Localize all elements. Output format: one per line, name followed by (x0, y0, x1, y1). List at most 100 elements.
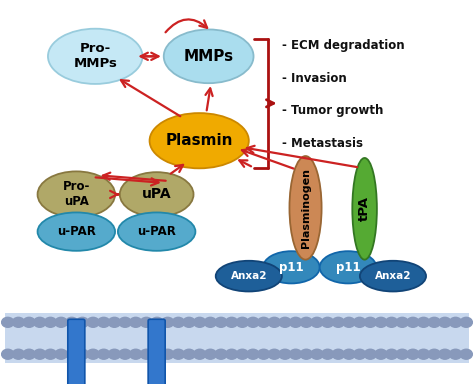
Text: Anxa2: Anxa2 (375, 271, 411, 281)
Circle shape (87, 317, 99, 327)
Ellipse shape (216, 261, 282, 291)
Circle shape (300, 349, 312, 359)
Circle shape (151, 317, 163, 327)
Circle shape (460, 317, 473, 327)
Text: u-PAR: u-PAR (57, 225, 96, 238)
Ellipse shape (319, 251, 376, 283)
Circle shape (87, 349, 99, 359)
Circle shape (162, 317, 174, 327)
Circle shape (268, 317, 281, 327)
Circle shape (247, 317, 259, 327)
Circle shape (300, 317, 312, 327)
Circle shape (108, 317, 120, 327)
Circle shape (418, 317, 430, 327)
Text: p11: p11 (279, 261, 304, 274)
FancyBboxPatch shape (148, 319, 165, 385)
Ellipse shape (290, 156, 321, 259)
Circle shape (375, 317, 387, 327)
Circle shape (34, 349, 46, 359)
Text: Pro-
MMPs: Pro- MMPs (73, 42, 117, 70)
Text: - Tumor growth: - Tumor growth (282, 104, 383, 117)
Circle shape (1, 349, 14, 359)
Circle shape (34, 317, 46, 327)
Text: Plasmin: Plasmin (165, 133, 233, 148)
Circle shape (44, 349, 56, 359)
Ellipse shape (48, 29, 143, 84)
Circle shape (257, 349, 270, 359)
Circle shape (439, 317, 451, 327)
Circle shape (193, 349, 206, 359)
Circle shape (354, 317, 366, 327)
Text: - ECM degradation: - ECM degradation (282, 39, 404, 52)
Circle shape (418, 349, 430, 359)
Text: u-PAR: u-PAR (137, 225, 176, 238)
Circle shape (396, 349, 409, 359)
Ellipse shape (150, 113, 249, 168)
Circle shape (183, 317, 195, 327)
Circle shape (364, 317, 376, 327)
Circle shape (44, 317, 56, 327)
Circle shape (247, 349, 259, 359)
Circle shape (321, 349, 334, 359)
Circle shape (332, 349, 345, 359)
Circle shape (98, 317, 110, 327)
Circle shape (183, 349, 195, 359)
Circle shape (215, 317, 227, 327)
Ellipse shape (164, 30, 254, 83)
Text: - Metastasis: - Metastasis (282, 137, 363, 150)
Circle shape (290, 317, 302, 327)
Circle shape (1, 317, 14, 327)
Text: Anxa2: Anxa2 (230, 271, 267, 281)
Circle shape (428, 349, 440, 359)
Circle shape (129, 317, 142, 327)
Circle shape (193, 317, 206, 327)
Circle shape (460, 349, 473, 359)
Ellipse shape (120, 172, 193, 217)
Text: - Invasion: - Invasion (282, 72, 346, 85)
Circle shape (12, 317, 25, 327)
Circle shape (172, 349, 184, 359)
Circle shape (119, 349, 131, 359)
Circle shape (151, 349, 163, 359)
Circle shape (290, 349, 302, 359)
Bar (5, 313, 469, 363)
Circle shape (204, 317, 217, 327)
Circle shape (119, 317, 131, 327)
Circle shape (65, 317, 78, 327)
Circle shape (311, 317, 323, 327)
Ellipse shape (352, 158, 377, 259)
Circle shape (162, 349, 174, 359)
Circle shape (23, 317, 35, 327)
Ellipse shape (37, 171, 115, 218)
Circle shape (108, 349, 120, 359)
Circle shape (55, 317, 67, 327)
Circle shape (343, 317, 355, 327)
Circle shape (407, 317, 419, 327)
Circle shape (343, 349, 355, 359)
Circle shape (364, 349, 376, 359)
Circle shape (279, 349, 291, 359)
Circle shape (76, 349, 89, 359)
Circle shape (236, 349, 248, 359)
Text: uPA: uPA (142, 187, 172, 201)
Circle shape (375, 349, 387, 359)
Circle shape (76, 317, 89, 327)
Circle shape (428, 317, 440, 327)
Ellipse shape (118, 213, 195, 251)
Circle shape (385, 349, 398, 359)
Circle shape (268, 349, 281, 359)
FancyBboxPatch shape (68, 319, 85, 385)
Circle shape (354, 349, 366, 359)
Circle shape (236, 317, 248, 327)
Text: Plasminogen: Plasminogen (301, 168, 310, 248)
Circle shape (12, 349, 25, 359)
Circle shape (172, 317, 184, 327)
Text: Pro-
uPA: Pro- uPA (63, 181, 90, 208)
Circle shape (98, 349, 110, 359)
Circle shape (407, 349, 419, 359)
Circle shape (449, 349, 462, 359)
Text: p11: p11 (336, 261, 360, 274)
Text: tPA: tPA (358, 196, 371, 221)
Circle shape (204, 349, 217, 359)
Circle shape (449, 317, 462, 327)
